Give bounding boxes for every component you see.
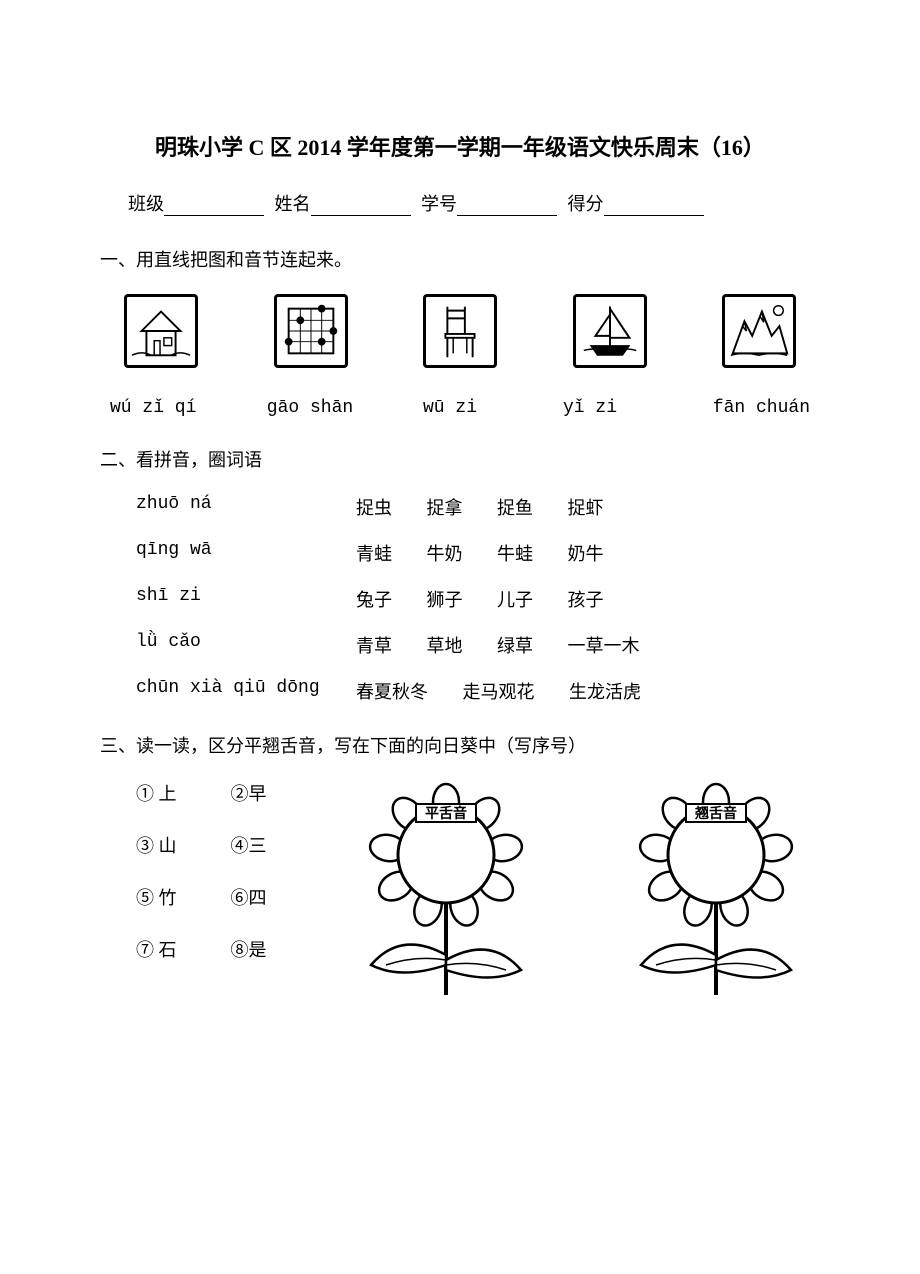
pinyin-match-row: chūn xià qiū dōng 春夏秋冬 走马观花 生龙活虎 — [100, 678, 820, 704]
student-info-row: 班级 姓名 学号 得分 — [100, 190, 820, 216]
word-option[interactable]: 走马观花 — [463, 682, 535, 702]
section3-body: ① 上 ②早 ③ 山 ④三 ⑤ 竹 ⑥四 ⑦ 石 ⑧是 — [100, 780, 820, 1010]
word-option[interactable]: 孩子 — [568, 590, 604, 610]
word-option[interactable]: 狮子 — [427, 590, 463, 610]
section2-heading: 二、看拼音，圈词语 — [100, 446, 820, 472]
char-item: ⑤ 竹 — [136, 884, 226, 910]
word-option[interactable]: 生龙活虎 — [569, 682, 641, 702]
word-option[interactable]: 春夏秋冬 — [356, 682, 428, 702]
pinyin-prompt: zhuō ná — [136, 494, 356, 520]
word-option[interactable]: 捉拿 — [427, 498, 463, 518]
char-item: ②早 — [231, 780, 321, 806]
char-item: ⑧是 — [231, 936, 321, 962]
char-item: ⑦ 石 — [136, 936, 226, 962]
name-blank[interactable] — [311, 198, 411, 216]
flower-label-flat: 平舌音 — [425, 805, 467, 822]
section3-heading: 三、读一读，区分平翘舌音，写在下面的向日葵中（写序号） — [100, 732, 820, 758]
word-options: 青草 草地 绿草 一草一木 — [356, 632, 670, 658]
word-option[interactable]: 儿子 — [497, 590, 533, 610]
word-option[interactable]: 捉虾 — [568, 498, 604, 518]
pinyin-prompt: qīng wā — [136, 540, 356, 566]
word-options: 春夏秋冬 走马观花 生龙活虎 — [356, 678, 671, 704]
char-item: ③ 山 — [136, 832, 226, 858]
sunflower-flat-tone[interactable]: 平舌音 — [346, 780, 546, 1010]
pinyin-prompt: chūn xià qiū dōng — [136, 678, 356, 704]
pinyin-row: wú zǐ qí gāo shān wū zi yǐ zi fān chuán — [100, 398, 820, 418]
word-option[interactable]: 草地 — [427, 636, 463, 656]
go-board-picture — [274, 294, 348, 368]
word-option[interactable]: 兔子 — [356, 590, 392, 610]
pinyin-item: gāo shān — [250, 398, 370, 418]
score-label: 得分 — [568, 194, 604, 214]
section1-heading: 一、用直线把图和音节连起来。 — [100, 246, 820, 272]
name-label: 姓名 — [275, 194, 311, 214]
pinyin-item: fān chuán — [670, 398, 810, 418]
picture-row — [100, 294, 820, 368]
word-option[interactable]: 一草一木 — [568, 636, 640, 656]
word-options: 捉虫 捉拿 捉鱼 捉虾 — [356, 494, 634, 520]
worksheet-title: 明珠小学 C 区 2014 学年度第一学期一年级语文快乐周末（16） — [100, 130, 820, 162]
sailboat-picture — [573, 294, 647, 368]
word-options: 青蛙 牛奶 牛蛙 奶牛 — [356, 540, 634, 566]
chair-picture — [423, 294, 497, 368]
pinyin-match-row: zhuō ná 捉虫 捉拿 捉鱼 捉虾 — [100, 494, 820, 520]
pinyin-item: wū zi — [390, 398, 510, 418]
number-label: 学号 — [421, 194, 457, 214]
char-item: ④三 — [231, 832, 321, 858]
score-blank[interactable] — [604, 198, 704, 216]
word-option[interactable]: 牛蛙 — [497, 544, 533, 564]
pinyin-prompt: lǜ cǎo — [136, 632, 356, 658]
word-option[interactable]: 奶牛 — [568, 544, 604, 564]
char-item: ⑥四 — [231, 884, 321, 910]
pinyin-match-row: shī zi 兔子 狮子 儿子 孩子 — [100, 586, 820, 612]
word-option[interactable]: 捉虫 — [356, 498, 392, 518]
pinyin-prompt: shī zi — [136, 586, 356, 612]
word-option[interactable]: 青蛙 — [356, 544, 392, 564]
word-option[interactable]: 捉鱼 — [497, 498, 533, 518]
word-option[interactable]: 绿草 — [497, 636, 533, 656]
pinyin-item: wú zǐ qí — [110, 398, 230, 418]
class-blank[interactable] — [164, 198, 264, 216]
flower-label-retroflex: 翘舌音 — [694, 805, 737, 822]
section2-body: zhuō ná 捉虫 捉拿 捉鱼 捉虾 qīng wā 青蛙 牛奶 牛蛙 奶牛 … — [100, 494, 820, 704]
sunflower-group: 平舌音 翘舌音 — [336, 780, 820, 1010]
pinyin-match-row: lǜ cǎo 青草 草地 绿草 一草一木 — [100, 632, 820, 658]
house-picture — [124, 294, 198, 368]
number-blank[interactable] — [457, 198, 557, 216]
pinyin-item: yǐ zi — [530, 398, 650, 418]
char-item: ① 上 — [136, 780, 226, 806]
character-list: ① 上 ②早 ③ 山 ④三 ⑤ 竹 ⑥四 ⑦ 石 ⑧是 — [136, 780, 336, 1010]
word-option[interactable]: 青草 — [356, 636, 392, 656]
word-option[interactable]: 牛奶 — [427, 544, 463, 564]
word-options: 兔子 狮子 儿子 孩子 — [356, 586, 634, 612]
sunflower-retroflex-tone[interactable]: 翘舌音 — [616, 780, 816, 1010]
class-label: 班级 — [128, 194, 164, 214]
mountain-picture — [722, 294, 796, 368]
pinyin-match-row: qīng wā 青蛙 牛奶 牛蛙 奶牛 — [100, 540, 820, 566]
